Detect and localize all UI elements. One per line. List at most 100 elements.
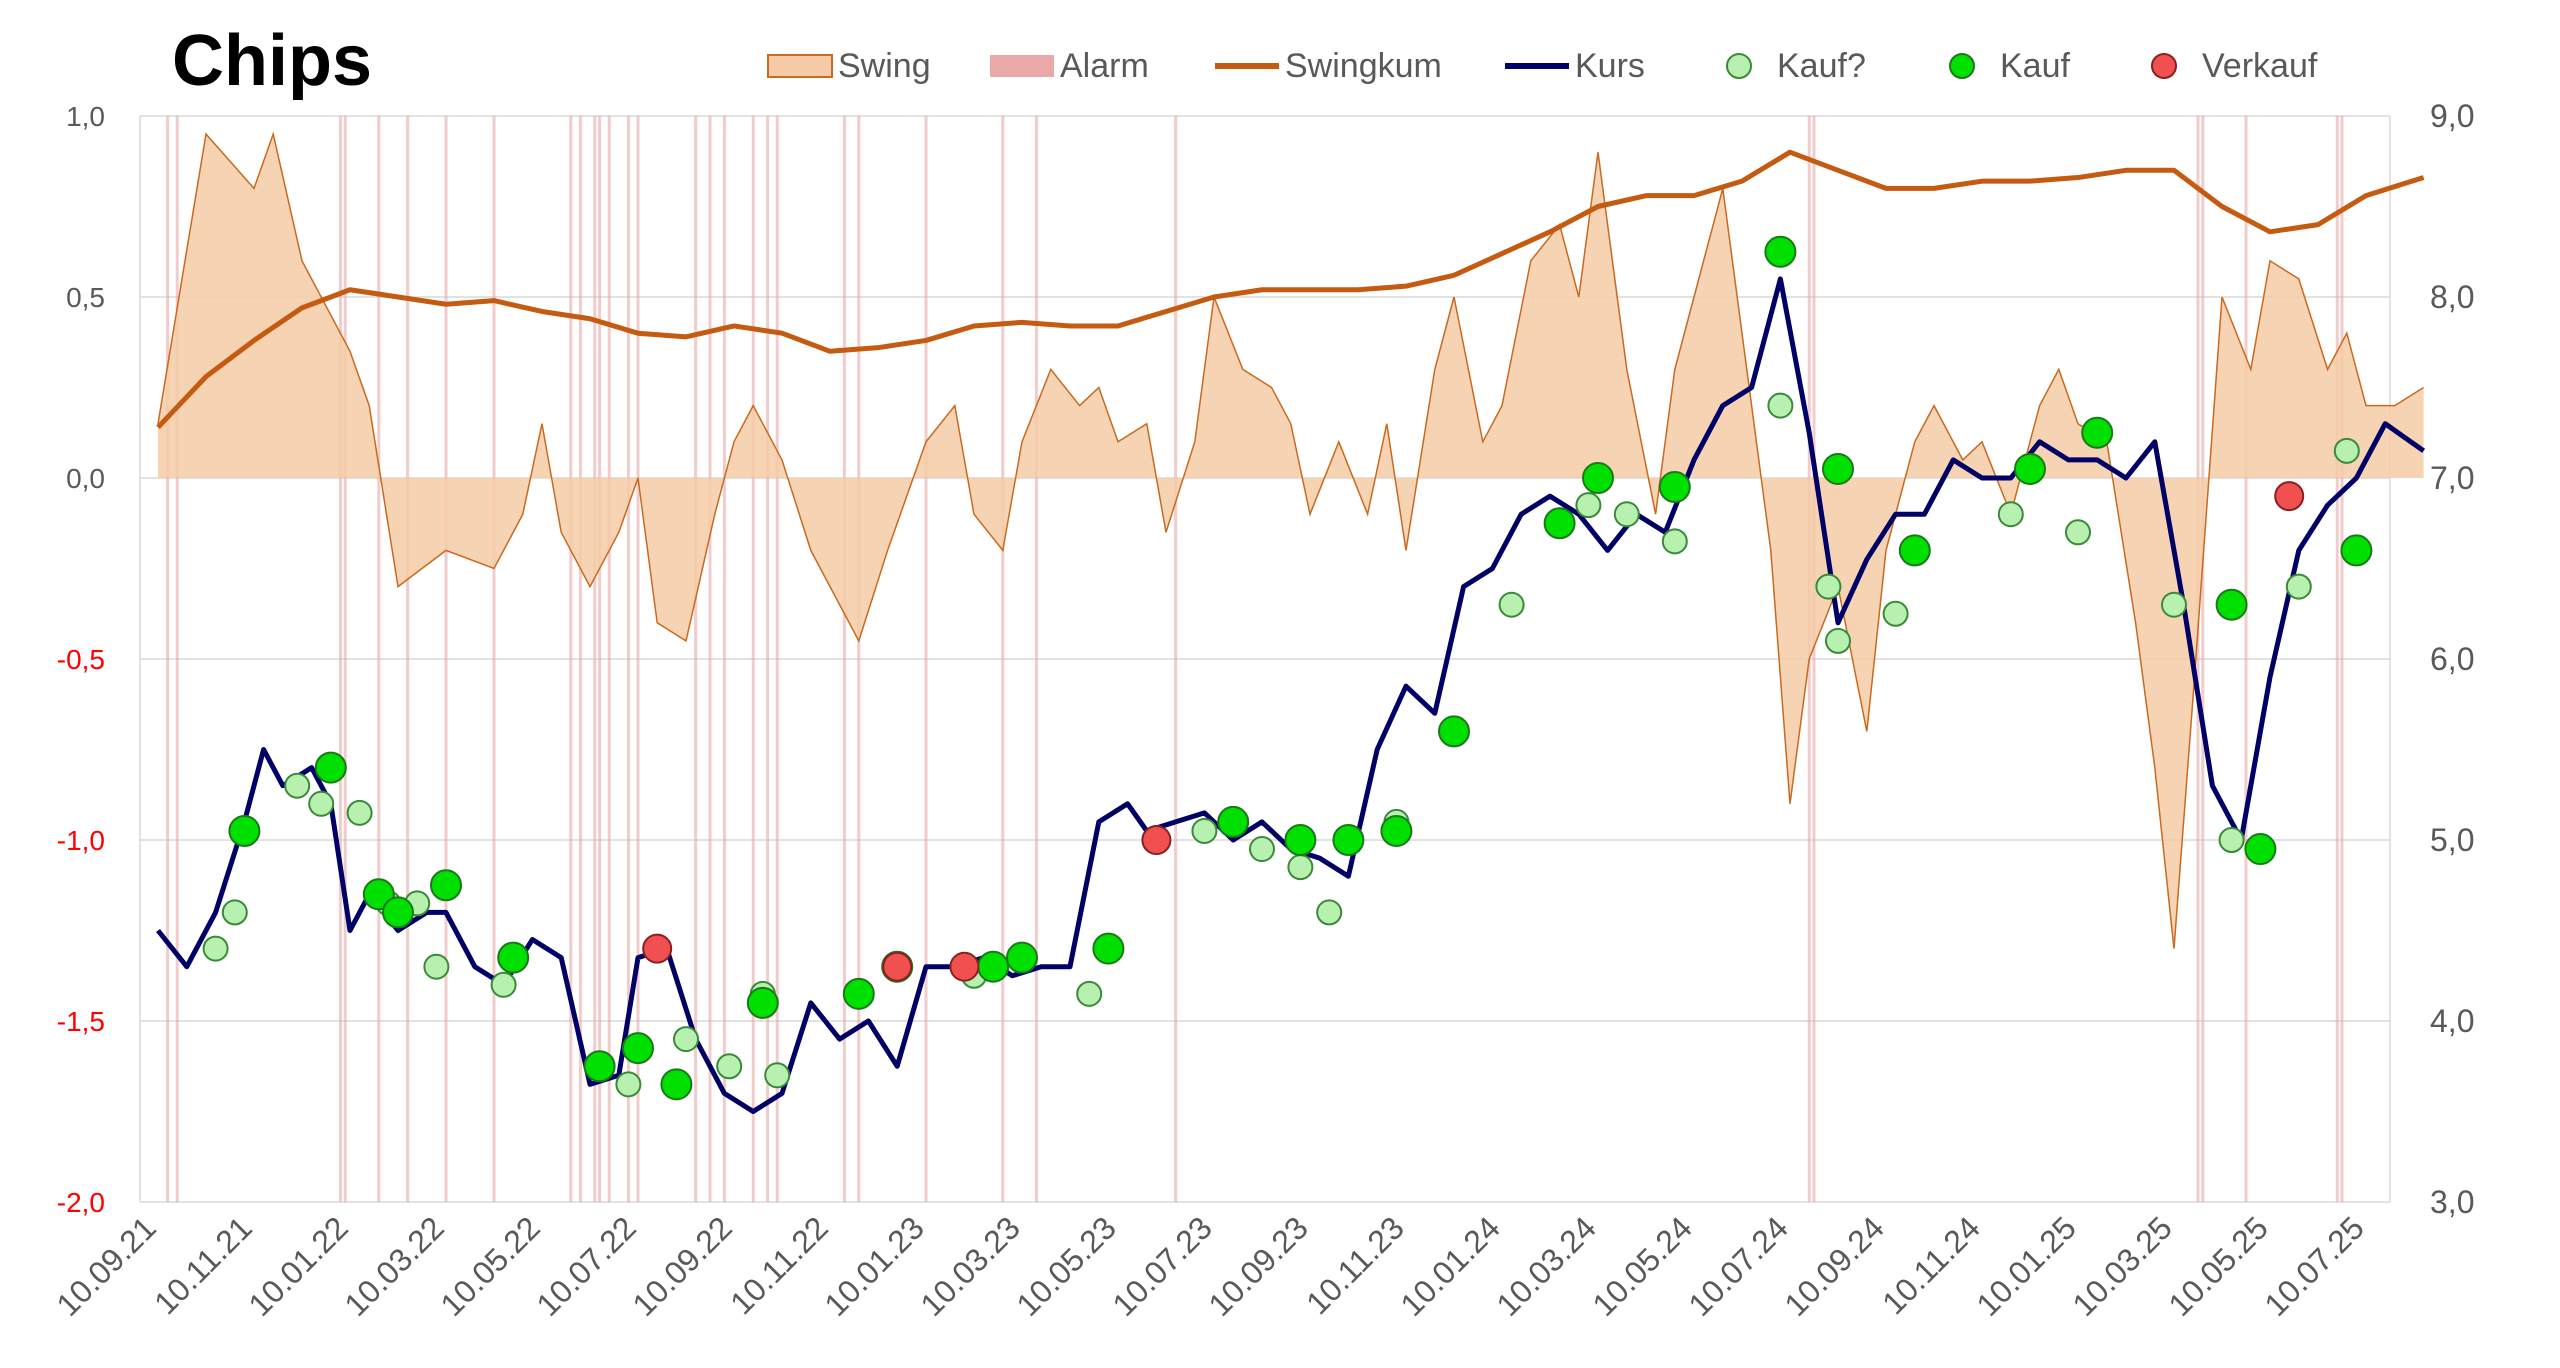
swing-line: [157, 131, 2424, 949]
legend-item-verkauf: Verkauf: [2151, 47, 2318, 85]
kauf-marker: [1822, 452, 1854, 485]
y-right-tick-label: 6,0: [2430, 641, 2474, 677]
kauf-question-marker: [1191, 817, 1218, 844]
legend-item-kauf: Kauf: [1949, 47, 2070, 85]
alarm-bar: [607, 116, 611, 1202]
kauf-marker: [1543, 507, 1576, 540]
kauf-question-marker: [2333, 437, 2360, 464]
alarm-bar: [338, 116, 342, 1202]
kauf-question-marker: [1661, 528, 1688, 555]
legend-item-swingkum: Swingkum: [1215, 47, 1442, 85]
legend-label: Verkauf: [2202, 47, 2318, 85]
kauf-question-marker: [308, 790, 335, 817]
legend-label: Kauf: [2000, 47, 2070, 85]
kauf-question-marker: [1825, 627, 1851, 654]
swing-area: [158, 134, 2424, 949]
kauf-marker: [842, 977, 875, 1010]
kauf-marker: [497, 941, 530, 974]
kauf-question-marker: [1316, 899, 1343, 926]
y-left-tick-label: -0,5: [57, 644, 105, 675]
kauf-marker: [1438, 715, 1470, 748]
kauf-marker: [583, 1050, 616, 1083]
verkauf-marker: [1141, 825, 1172, 855]
y-right-tick-label: 3,0: [2430, 1184, 2474, 1220]
legend-swatch: [990, 55, 1054, 77]
alarm-bar: [377, 116, 381, 1202]
alarm-bar: [694, 116, 698, 1202]
alarm-bar: [1001, 116, 1005, 1202]
alarm-bar: [1174, 116, 1178, 1202]
kauf-question-marker: [673, 1026, 699, 1053]
kauf-marker: [1764, 235, 1797, 268]
y-right-tick-label: 5,0: [2430, 822, 2474, 858]
kauf-marker: [430, 869, 462, 902]
kauf-marker: [977, 950, 1010, 983]
alarm-bar: [636, 116, 640, 1202]
kauf-marker: [382, 896, 414, 929]
y-left-tick-label: 0,0: [66, 463, 105, 494]
alarm-bar: [492, 116, 496, 1202]
legend-swatch: [2151, 53, 2177, 79]
alarm-bar: [598, 116, 602, 1202]
kauf-question-marker: [716, 1053, 743, 1080]
alarm-bar: [2196, 116, 2200, 1202]
kauf-question-marker: [1882, 600, 1909, 627]
alarm-bar: [569, 116, 573, 1202]
kauf-question-marker: [1815, 573, 1842, 600]
alarm-bar: [751, 116, 755, 1202]
legend-item-kurs: Kurs: [1505, 47, 1645, 85]
alarm-bar: [1034, 116, 1038, 1202]
kauf-question-marker: [1767, 392, 1794, 419]
alarm-bar: [1812, 116, 1816, 1202]
kauf-marker: [2014, 452, 2046, 485]
alarm-bar: [857, 116, 861, 1202]
kauf-marker: [1380, 814, 1413, 847]
kauf-marker: [1092, 932, 1125, 965]
kauf-marker: [1582, 462, 1614, 494]
legend-label: Swing: [838, 47, 931, 85]
y-left-tick-label: -1,0: [57, 825, 105, 856]
kauf-marker: [2081, 416, 2114, 449]
legend-swatch: [1949, 53, 1975, 79]
alarm-bar: [924, 116, 928, 1202]
alarm-bar: [2201, 116, 2205, 1202]
kauf-question-marker: [1997, 501, 2024, 528]
kauf-marker: [1006, 941, 1038, 974]
verkauf-marker: [642, 933, 673, 964]
kauf-question-marker: [346, 799, 373, 826]
legend-item-swing: Swing: [767, 47, 931, 85]
verkauf-marker: [882, 951, 913, 982]
kauf-marker: [2215, 588, 2248, 621]
kauf-question-marker: [284, 772, 311, 799]
alarm-bar: [406, 116, 410, 1202]
legend-label: Kauf?: [1777, 47, 1866, 85]
alarm-bar: [766, 116, 770, 1202]
legend-swatch: [1726, 53, 1752, 79]
y-left-tick-label: 0,5: [66, 282, 105, 313]
kauf-marker: [1332, 824, 1365, 856]
y-right-tick-label: 4,0: [2430, 1003, 2474, 1039]
kauf-marker: [314, 751, 347, 784]
y-right-tick-label: 7,0: [2430, 460, 2474, 496]
legend-label: Alarm: [1060, 47, 1149, 85]
kauf-marker: [228, 814, 261, 847]
kauf-marker: [1217, 805, 1250, 838]
kauf-marker: [746, 986, 779, 1019]
kauf-question-marker: [490, 971, 517, 998]
kauf-question-marker: [221, 899, 248, 926]
legend-swatch: [767, 54, 833, 78]
kauf-marker: [1898, 534, 1931, 567]
kauf-question-marker: [2218, 827, 2245, 853]
swingkum-line: [156, 149, 2425, 430]
alarm-bar: [444, 116, 448, 1202]
alarm-bar: [775, 116, 779, 1202]
kauf-question-marker: [1498, 591, 1525, 618]
kauf-question-marker: [1076, 980, 1103, 1007]
alarm-bar: [722, 116, 726, 1202]
legend-label: Kurs: [1575, 47, 1645, 85]
y-left-tick-label: -1,5: [57, 1006, 105, 1037]
alarm-bar: [166, 116, 170, 1202]
verkauf-marker: [2274, 481, 2305, 512]
y-left-tick-label: -2,0: [57, 1187, 105, 1218]
